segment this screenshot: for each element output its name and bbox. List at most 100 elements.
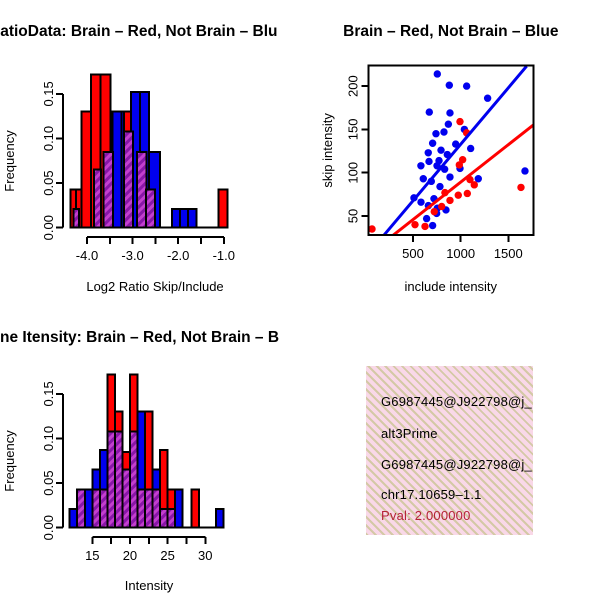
plot-box [367, 64, 535, 236]
y-tick-label: 0.15 [41, 381, 56, 406]
fit-line-notbrain [382, 65, 528, 235]
scatter-point-notbrain [428, 221, 437, 230]
hist-intensity-xlabel: Intensity [125, 578, 174, 593]
y-tick-label: 0.10 [41, 426, 56, 451]
pval-line: Pval: 2.000000 [381, 508, 471, 523]
x-tick-label: -4.0 [76, 248, 98, 263]
scatter-point-brain [454, 191, 462, 199]
hist-bar-overlap [98, 488, 109, 529]
panel-hist-log2-ratio: RatioData: Brain – Red, Not Brain – Blu … [0, 23, 278, 294]
x-tick-label: 1000 [446, 246, 475, 261]
locus-line: chr17.10659–1.1 [381, 487, 482, 502]
hist-ratio-title: RatioData: Brain – Red, Not Brain – Blu [0, 23, 278, 40]
x-tick-label: -2.0 [167, 248, 189, 263]
gene-id-line: G6987445@J922798@j_ [381, 394, 532, 409]
scatter-point-notbrain [428, 139, 437, 147]
x-tick-label: 25 [160, 548, 174, 563]
scatter-point-brain [411, 220, 419, 229]
scatter-point-notbrain [444, 120, 453, 128]
scatter-point-notbrain [445, 81, 454, 89]
scatter-point-notbrain [425, 157, 433, 166]
hist-bar-overlap [151, 488, 162, 529]
hist-intensity-title: ne Itensity: Brain – Red, Not Brain – B [0, 329, 279, 346]
y-tick-label: 0.10 [41, 126, 56, 151]
hist-bar-overlap [144, 188, 156, 229]
hist-bar-overlap [136, 488, 147, 529]
y-tick-label: 0.05 [41, 170, 56, 195]
event-type-line: alt3Prime [381, 426, 438, 441]
hist-intensity-ylabel: Frequency [2, 430, 17, 492]
hist-bar-overlap [113, 430, 124, 529]
scatter-point-notbrain [417, 162, 425, 170]
scatter-point-notbrain [417, 198, 425, 206]
hist-bar-overlap [72, 207, 80, 229]
hist-bar-notbrain [83, 488, 94, 529]
scatter-point-notbrain [474, 175, 482, 183]
hist-bar-overlap [128, 430, 139, 529]
scatter-point-notbrain [436, 182, 444, 191]
y-tick-label: 100 [345, 162, 360, 184]
x-tick-label: 15 [85, 548, 99, 563]
y-tick-label: 0.00 [41, 215, 56, 240]
gene-id-line-2: G6987445@J922798@j_ [381, 457, 532, 472]
hist-bar-brain [217, 188, 229, 229]
y-tick-label: 150 [345, 119, 360, 141]
x-tick-label: 20 [123, 548, 137, 563]
scatter-point-notbrain [422, 214, 431, 223]
scatter-point-brain [470, 181, 478, 189]
hist-bar-overlap [102, 150, 114, 229]
scatter-xlabel: include intensity [405, 279, 498, 294]
hist-bar-brain [80, 110, 93, 229]
x-tick-label: 1500 [494, 246, 523, 261]
hist-bar-notbrain [179, 207, 190, 229]
scatter-point-notbrain [440, 128, 448, 136]
scatter-point-notbrain [419, 175, 427, 183]
scatter-point-brain [463, 189, 472, 198]
y-tick-label: 0.15 [41, 81, 56, 106]
hist-bar-overlap [122, 130, 135, 229]
hist-bar-overlap [144, 488, 154, 529]
hist-bar-overlap [106, 430, 116, 529]
scatter-point-notbrain [521, 167, 529, 175]
hist-bar-overlap [76, 488, 86, 529]
hist-bar-overlap [159, 507, 169, 529]
scatter-point-notbrain [432, 130, 440, 138]
scatter-point-notbrain [433, 70, 442, 78]
hist-bar-notbrain [214, 507, 225, 529]
y-tick-label: 200 [345, 75, 360, 97]
x-tick-label: -3.0 [121, 248, 143, 263]
hist-bar-overlap [121, 468, 131, 529]
y-tick-label: 50 [345, 209, 360, 223]
hist-bar-brain [190, 488, 201, 529]
scatter-point-brain [421, 222, 429, 231]
hist-bar-overlap [91, 488, 101, 529]
scatter-point-notbrain [462, 82, 471, 90]
scatter-title: Brain – Red, Not Brain – Blue [343, 23, 559, 40]
scatter-point-brain [458, 156, 467, 164]
scatter-plot-area: 500 1000 1500 50 100 150 200 [345, 64, 535, 261]
x-tick-label: 500 [402, 246, 424, 261]
scatter-point-notbrain [433, 162, 441, 170]
scatter-point-notbrain [437, 146, 445, 154]
scatter-point-notbrain [425, 108, 433, 116]
hist-bar-overlap [166, 507, 177, 529]
panel-hist-intensity: ne Itensity: Brain – Red, Not Brain – B … [0, 329, 279, 593]
scatter-point-brain [446, 196, 454, 205]
hist-bar-notbrain [68, 507, 79, 529]
scatter-point-brain [368, 225, 376, 233]
scatter-ylabel: skip intensity [320, 113, 335, 188]
event-info-panel: G6987445@J922798@j_ alt3Prime G6987445@J… [366, 366, 533, 535]
hist-ratio-xlabel: Log2 Ratio Skip/Include [86, 279, 223, 294]
hist-bar-notbrain [170, 207, 182, 229]
hist-ratio-ylabel: Frequency [2, 130, 17, 192]
hist-bar-notbrain [174, 488, 184, 529]
x-tick-label: -1.0 [213, 248, 235, 263]
hist-bar-notbrain [187, 207, 198, 229]
hist-bar-overlap [92, 168, 103, 229]
hist-ratio-plot-area: -4.0 -3.0 -2.0 -1.0 0.00 0.05 0.10 0.15 [41, 73, 235, 263]
scatter-point-brain [437, 202, 446, 211]
scatter-point-notbrain [446, 173, 454, 181]
fit-line-brain [392, 123, 534, 235]
y-tick-label: 0.00 [41, 515, 56, 540]
panel-scatter-intensity: Brain – Red, Not Brain – Blue include in… [320, 23, 559, 294]
